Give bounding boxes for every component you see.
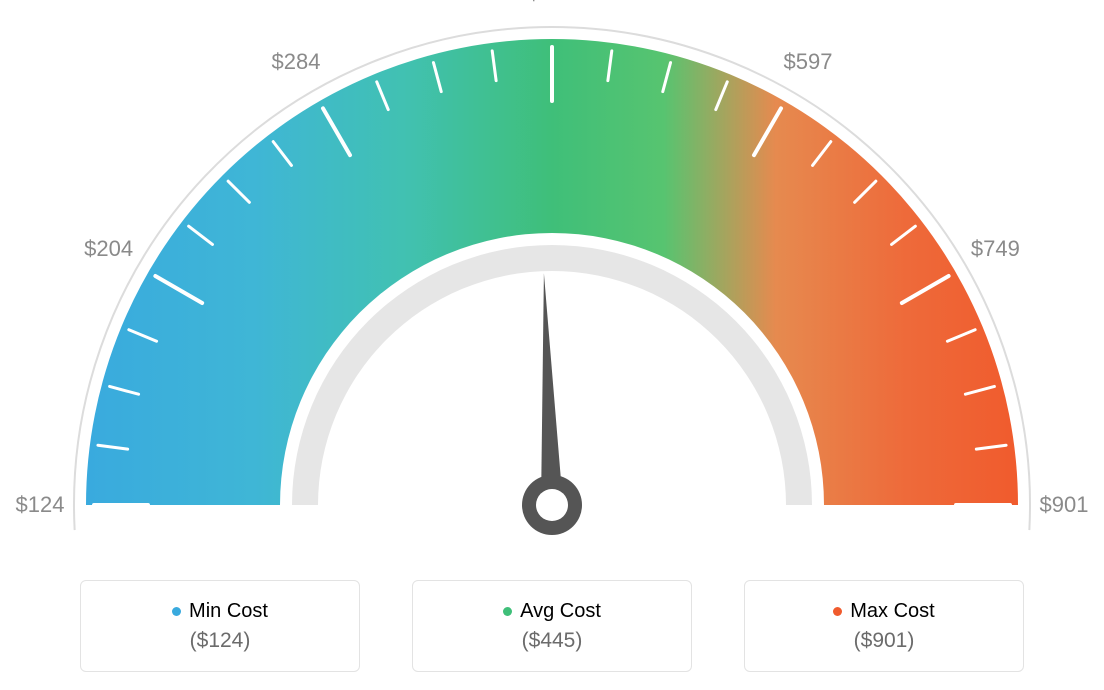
gauge-tick-label: $749 xyxy=(971,236,1020,262)
legend-label-max: Max Cost xyxy=(850,600,934,623)
legend-row: Min Cost ($124) Avg Cost ($445) Max Cost… xyxy=(0,580,1104,672)
gauge-tick-label: $597 xyxy=(784,49,833,75)
gauge-tick-label: $204 xyxy=(84,236,133,262)
legend-value-avg: ($445) xyxy=(522,629,583,653)
legend-title-avg: Avg Cost xyxy=(503,600,601,623)
dot-avg-icon xyxy=(503,607,512,616)
legend-value-min: ($124) xyxy=(190,629,251,653)
dot-min-icon xyxy=(172,607,181,616)
gauge-tick-label: $445 xyxy=(528,0,577,6)
legend-value-max: ($901) xyxy=(854,629,915,653)
legend-card-max: Max Cost ($901) xyxy=(744,580,1024,672)
gauge-tick-label: $901 xyxy=(1040,492,1089,518)
gauge-tick-label: $124 xyxy=(16,492,65,518)
gauge-tick-label: $284 xyxy=(272,49,321,75)
legend-card-avg: Avg Cost ($445) xyxy=(412,580,692,672)
gauge-chart: $124 $204 $284 $445 $597 $749 $901 xyxy=(0,0,1104,555)
gauge-svg xyxy=(0,0,1104,555)
legend-label-avg: Avg Cost xyxy=(520,600,601,623)
legend-card-min: Min Cost ($124) xyxy=(80,580,360,672)
legend-label-min: Min Cost xyxy=(189,600,268,623)
dot-max-icon xyxy=(833,607,842,616)
legend-title-min: Min Cost xyxy=(172,600,268,623)
legend-title-max: Max Cost xyxy=(833,600,934,623)
